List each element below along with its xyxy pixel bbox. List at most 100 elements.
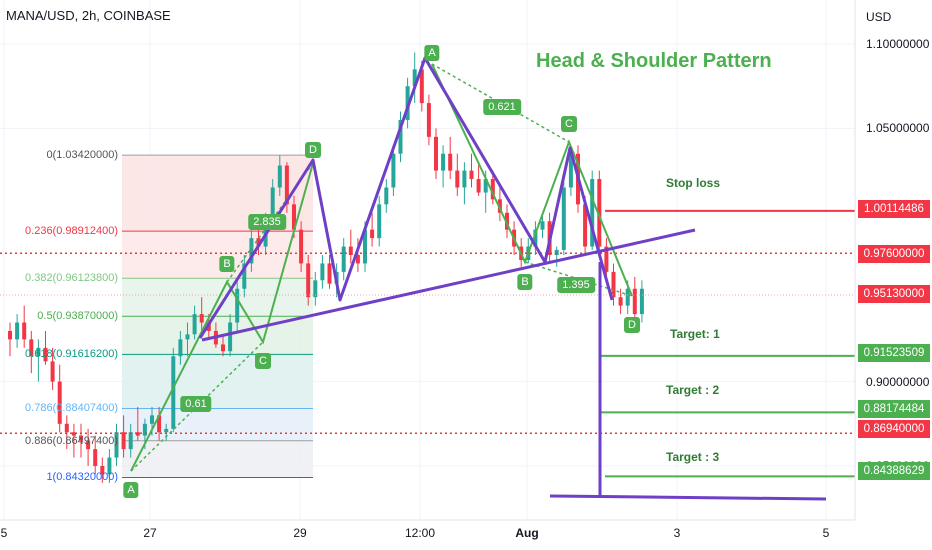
candle-45 — [327, 255, 332, 289]
candle-body-41 — [299, 229, 304, 264]
candle-body-85 — [611, 271, 616, 298]
target1-label: Target: 1 — [670, 327, 720, 341]
candle-body-63 — [455, 170, 460, 188]
candle-42 — [306, 255, 311, 306]
fib-label-7: 1(0.84320000) — [46, 471, 118, 484]
candle-57 — [412, 52, 417, 104]
candle-body-17 — [128, 432, 133, 450]
harmonic2-point-a: A — [424, 45, 440, 61]
candle-body-14 — [107, 457, 112, 475]
candle-82 — [590, 170, 595, 250]
candle-body-49 — [355, 255, 360, 264]
candle-5 — [43, 330, 48, 365]
candle-body-79 — [568, 153, 573, 188]
candle-body-47 — [341, 246, 346, 272]
target1-price-tag: 0.91523509 — [858, 344, 930, 362]
candle-body-7 — [57, 381, 62, 424]
harmonic1-point-c: C — [255, 353, 271, 369]
candle-52 — [377, 195, 382, 247]
candle-body-12 — [93, 449, 98, 466]
candle-body-10 — [79, 435, 83, 441]
harmonic1-ratio-1: 2.835 — [248, 214, 286, 230]
target2-label: Target : 2 — [666, 383, 720, 397]
time-tick-6: 5 — [822, 526, 830, 540]
candle-body-51 — [370, 229, 375, 239]
fib-label-6: 0.886(0.86497400) — [25, 434, 118, 447]
candle-body-87 — [625, 288, 630, 306]
harmonic2-point-b: B — [517, 274, 533, 290]
fib-zone-1 — [122, 231, 313, 279]
candle-body-31 — [228, 322, 233, 352]
candle-body-4 — [36, 347, 41, 357]
candle-body-60 — [434, 136, 438, 171]
candle-27 — [199, 297, 204, 331]
candle-1 — [15, 314, 20, 348]
candle-6 — [50, 347, 55, 391]
candle-38 — [277, 155, 282, 196]
harmonic1-point-d: D — [305, 142, 321, 158]
target2-price-tag: 0.88174484 — [858, 400, 930, 418]
candle-body-67 — [483, 179, 488, 193]
fib-label-0: 0(1.03420000) — [46, 149, 118, 162]
candle-0 — [8, 322, 12, 357]
stop-loss-label: Stop loss — [666, 176, 721, 190]
candle-70 — [505, 204, 509, 239]
time-tick-2: 29 — [293, 526, 307, 540]
candle-body-62 — [448, 153, 453, 171]
candle-body-68 — [490, 179, 495, 200]
candle-25 — [185, 322, 190, 357]
candle-body-38 — [277, 165, 282, 188]
candle-32 — [235, 280, 240, 331]
candle-33 — [242, 255, 247, 298]
neckline-price-tag: 0.97600000 — [858, 245, 930, 263]
candle-body-74 — [533, 229, 538, 247]
candle-body-2 — [22, 322, 27, 340]
candle-8 — [64, 415, 69, 450]
candle-body-81 — [583, 204, 588, 247]
candle-66 — [476, 162, 481, 196]
candle-15 — [114, 423, 119, 466]
time-tick-4: Aug — [515, 526, 539, 540]
candle-body-88 — [632, 288, 637, 315]
harmonic2-point-d: D — [624, 317, 640, 333]
candle-body-89 — [639, 288, 644, 315]
candle-body-32 — [235, 288, 240, 323]
candle-16 — [121, 415, 126, 458]
price-tick-2: 0.90000000 — [866, 374, 930, 389]
candle-22 — [164, 423, 169, 441]
target3-label: Target : 3 — [666, 450, 720, 464]
fib-label-5: 0.786(0.88407400) — [25, 402, 118, 415]
time-tick-3: 12:00 — [404, 526, 436, 540]
candle-62 — [448, 136, 453, 180]
candle-body-0 — [8, 330, 12, 340]
harmonic1-point-a: A — [123, 482, 139, 498]
candle-64 — [462, 162, 467, 205]
candle-84 — [604, 238, 609, 281]
candle-78 — [561, 179, 566, 255]
currency-label[interactable]: USD — [866, 10, 892, 24]
candle-body-50 — [363, 229, 367, 264]
candle-body-75 — [540, 221, 545, 230]
candle-body-70 — [505, 212, 509, 230]
candle-4 — [36, 339, 41, 382]
candle-48 — [348, 229, 353, 264]
candle-body-20 — [150, 415, 154, 424]
target-base-line — [549, 494, 827, 501]
fib-zone-5 — [122, 408, 313, 441]
candle-body-53 — [384, 187, 389, 205]
current-price-tag: 0.95130000 — [858, 285, 930, 303]
candle-51 — [370, 212, 375, 247]
fib-label-2: 0.382(0.96123800) — [25, 272, 118, 285]
candle-body-25 — [185, 334, 190, 340]
symbol-title[interactable]: MANA/USD, 2h, COINBASE — [6, 8, 171, 23]
price-levels — [0, 209, 855, 478]
candle-body-11 — [86, 440, 91, 450]
candle-body-45 — [327, 263, 332, 284]
candle-body-22 — [164, 428, 169, 433]
candle-35 — [256, 229, 261, 255]
harmonic2-point-c: C — [561, 116, 577, 132]
stop-loss-price-tag: 1.00114486 — [858, 200, 930, 218]
candle-11 — [86, 428, 91, 466]
candle-63 — [455, 153, 460, 196]
